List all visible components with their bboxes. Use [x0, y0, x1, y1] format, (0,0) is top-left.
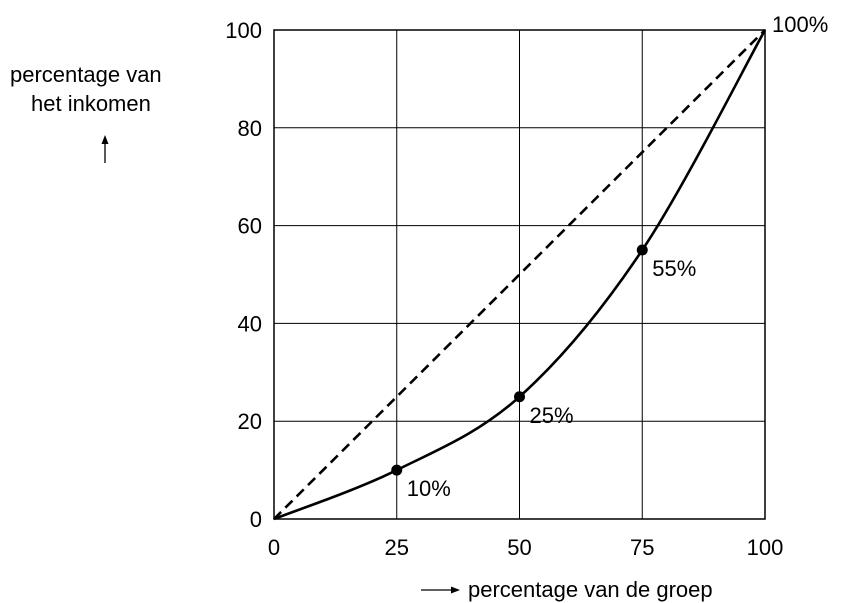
x-tick-label-1: 25 — [385, 535, 409, 560]
data-point-2 — [636, 244, 648, 256]
y-tick-label-2: 40 — [238, 311, 262, 336]
x-tick-label-3: 75 — [630, 535, 654, 560]
annotations: 10% 25% 55% 100% — [407, 12, 829, 501]
y-axis-arrow-icon — [101, 135, 109, 163]
lorenz-curve — [273, 29, 767, 521]
y-tick-label-4: 80 — [238, 116, 262, 141]
y-axis-label-line2: het inkomen — [31, 91, 151, 116]
x-axis-arrow-icon — [421, 586, 460, 594]
equality-line — [273, 29, 766, 520]
x-tick-label-0: 0 — [268, 535, 280, 560]
annotation-label-3: 100% — [772, 12, 828, 37]
y-tick-labels: 0 20 40 60 80 100 — [225, 18, 262, 532]
x-axis-label: percentage van de groep — [468, 577, 713, 602]
annotation-label-0: 10% — [407, 476, 451, 501]
x-tick-label-4: 100 — [747, 535, 784, 560]
x-tick-labels: 0 25 50 75 100 — [268, 535, 783, 560]
y-tick-label-1: 20 — [238, 409, 262, 434]
series-group — [273, 29, 767, 521]
y-tick-label-3: 60 — [238, 214, 262, 239]
y-axis-label-line1: percentage van — [10, 62, 162, 87]
y-tick-label-0: 0 — [250, 507, 262, 532]
data-point-1 — [514, 391, 525, 403]
x-tick-label-2: 50 — [507, 535, 531, 560]
y-tick-label-5: 100 — [225, 18, 262, 43]
annotation-label-2: 55% — [652, 256, 696, 281]
data-point-0 — [391, 464, 403, 476]
plot-frame — [273, 29, 766, 520]
annotation-label-1: 25% — [530, 403, 574, 428]
